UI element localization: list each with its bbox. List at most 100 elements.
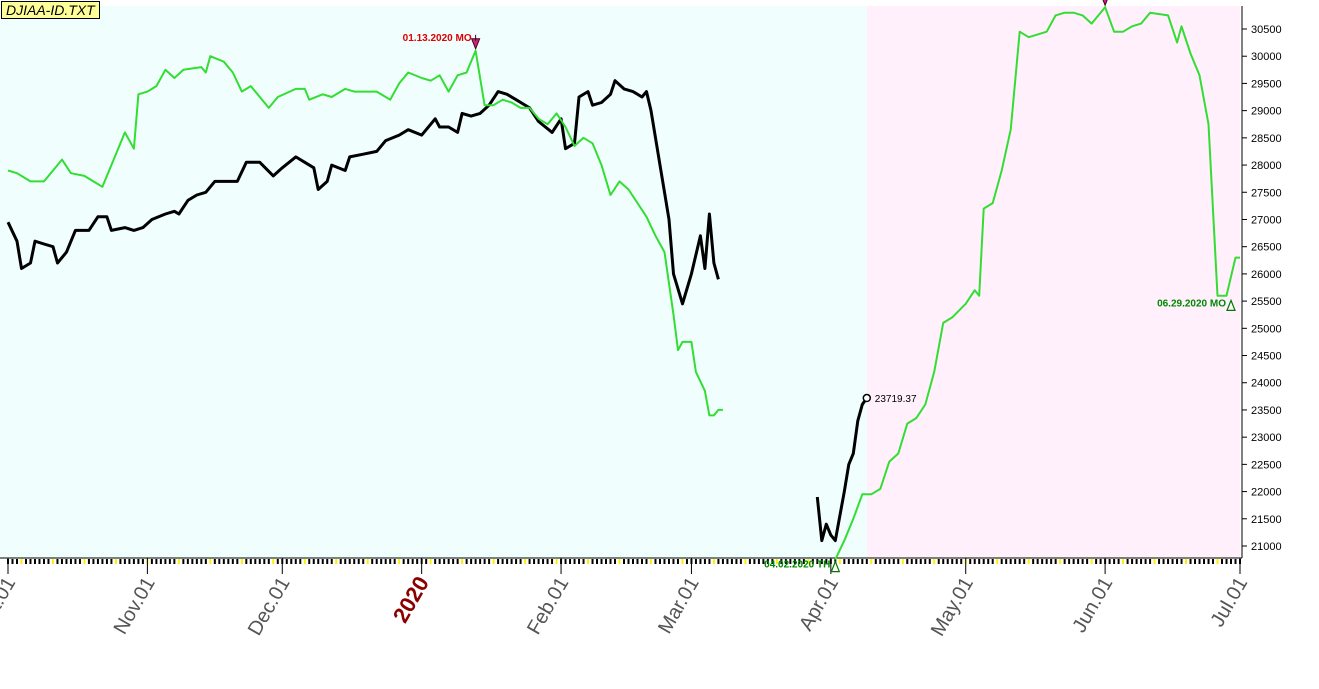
down-arrow-icon bbox=[1102, 0, 1108, 7]
x-day-tick bbox=[1135, 559, 1138, 564]
x-day-tick bbox=[694, 559, 697, 564]
x-day-tick bbox=[1095, 559, 1098, 564]
x-tick-label: Jun.01 bbox=[1068, 574, 1117, 637]
x-day-tick bbox=[685, 559, 688, 564]
x-day-tick bbox=[20, 559, 23, 564]
x-day-tick bbox=[654, 559, 657, 564]
x-day-tick bbox=[973, 559, 976, 564]
x-day-tick bbox=[29, 559, 32, 564]
x-day-tick bbox=[744, 559, 747, 564]
x-day-tick bbox=[42, 559, 45, 564]
x-day-tick bbox=[636, 559, 639, 564]
x-day-tick bbox=[470, 559, 473, 564]
x-day-tick bbox=[416, 559, 419, 564]
x-day-tick bbox=[407, 559, 410, 564]
x-day-tick bbox=[87, 559, 90, 564]
x-day-tick bbox=[888, 559, 891, 564]
y-tick-label: 21000 bbox=[1251, 541, 1282, 553]
y-tick-label: 26500 bbox=[1251, 242, 1282, 254]
x-day-tick bbox=[1225, 559, 1228, 564]
x-day-tick bbox=[24, 559, 27, 564]
x-day-tick bbox=[1050, 559, 1053, 564]
x-day-tick bbox=[627, 559, 630, 564]
x-day-tick bbox=[353, 559, 356, 564]
x-day-tick bbox=[213, 559, 216, 564]
x-day-tick bbox=[393, 559, 396, 564]
x-day-tick bbox=[1167, 559, 1170, 564]
x-day-tick bbox=[874, 559, 877, 564]
x-day-tick bbox=[614, 559, 617, 564]
x-day-tick bbox=[564, 559, 567, 564]
x-day-tick bbox=[1041, 559, 1044, 564]
x-day-tick bbox=[1027, 559, 1030, 564]
x-day-tick bbox=[1086, 559, 1089, 564]
y-tick-label: 24500 bbox=[1251, 351, 1282, 363]
x-day-tick bbox=[159, 559, 162, 564]
x-day-tick bbox=[757, 559, 760, 564]
x-day-tick bbox=[640, 559, 643, 564]
x-day-tick bbox=[11, 559, 14, 564]
x-day-tick bbox=[735, 559, 738, 564]
x-day-tick bbox=[362, 559, 365, 564]
x-day-tick bbox=[110, 559, 113, 564]
x-day-tick bbox=[1072, 559, 1075, 564]
x-day-tick bbox=[546, 559, 549, 564]
x-day-tick bbox=[596, 559, 599, 564]
y-tick-label: 26000 bbox=[1251, 269, 1282, 281]
x-day-tick bbox=[906, 559, 909, 564]
x-day-tick bbox=[141, 559, 144, 564]
x-day-tick bbox=[56, 559, 59, 564]
x-day-tick bbox=[555, 559, 558, 564]
x-day-tick bbox=[820, 559, 823, 564]
x-day-tick bbox=[254, 559, 257, 564]
x-day-tick bbox=[285, 559, 288, 564]
x-day-tick bbox=[789, 559, 792, 564]
x-day-tick bbox=[497, 559, 500, 564]
x-day-tick bbox=[173, 559, 176, 564]
x-day-tick bbox=[276, 559, 279, 564]
x-day-tick bbox=[105, 559, 108, 564]
x-day-tick bbox=[231, 559, 234, 564]
x-day-tick bbox=[587, 559, 590, 564]
x-day-tick bbox=[978, 559, 981, 564]
x-day-tick bbox=[649, 559, 652, 564]
x-day-tick bbox=[879, 559, 882, 564]
x-day-tick bbox=[1158, 559, 1161, 564]
x-day-tick bbox=[717, 559, 720, 564]
x-day-tick bbox=[726, 559, 729, 564]
x-day-tick bbox=[83, 559, 86, 564]
x-day-tick bbox=[1009, 559, 1012, 564]
x-day-tick bbox=[519, 559, 522, 564]
x-day-tick bbox=[326, 559, 329, 564]
x-day-tick bbox=[897, 559, 900, 564]
x-day-tick bbox=[191, 559, 194, 564]
x-day-tick bbox=[865, 559, 868, 564]
y-tick-label: 27000 bbox=[1251, 214, 1282, 226]
x-day-tick bbox=[60, 559, 63, 564]
x-day-tick bbox=[195, 559, 198, 564]
annotation-label: 01.13.2020 MO bbox=[403, 33, 472, 44]
x-day-tick bbox=[488, 559, 491, 564]
x-day-tick bbox=[1176, 559, 1179, 564]
x-day-tick bbox=[335, 559, 338, 564]
series-layer: 23719.37 bbox=[6, 6, 1240, 561]
x-day-tick bbox=[1068, 559, 1071, 564]
x-day-tick bbox=[15, 559, 18, 564]
x-day-tick bbox=[825, 559, 828, 564]
x-tick-label: Apr.01 bbox=[795, 574, 843, 635]
x-axis: Oct.01 Nov.01 Dec.01 2020 Feb.01 Mar.01 Apr.01… bbox=[0, 557, 1252, 640]
x-day-tick bbox=[605, 559, 608, 564]
x-day-tick bbox=[438, 559, 441, 564]
x-day-tick bbox=[672, 559, 675, 564]
x-day-tick bbox=[452, 559, 455, 564]
x-day-tick bbox=[1207, 559, 1210, 564]
x-day-tick bbox=[1090, 559, 1093, 564]
x-day-tick bbox=[623, 559, 625, 564]
x-day-tick bbox=[74, 559, 77, 564]
x-day-tick bbox=[506, 559, 509, 564]
x-day-tick bbox=[658, 559, 661, 564]
x-day-tick bbox=[51, 559, 54, 564]
series-line bbox=[6, 79, 720, 306]
annotation-label: 04.02.2020 TH bbox=[764, 560, 830, 571]
x-tick-label: Mar.01 bbox=[654, 574, 704, 638]
